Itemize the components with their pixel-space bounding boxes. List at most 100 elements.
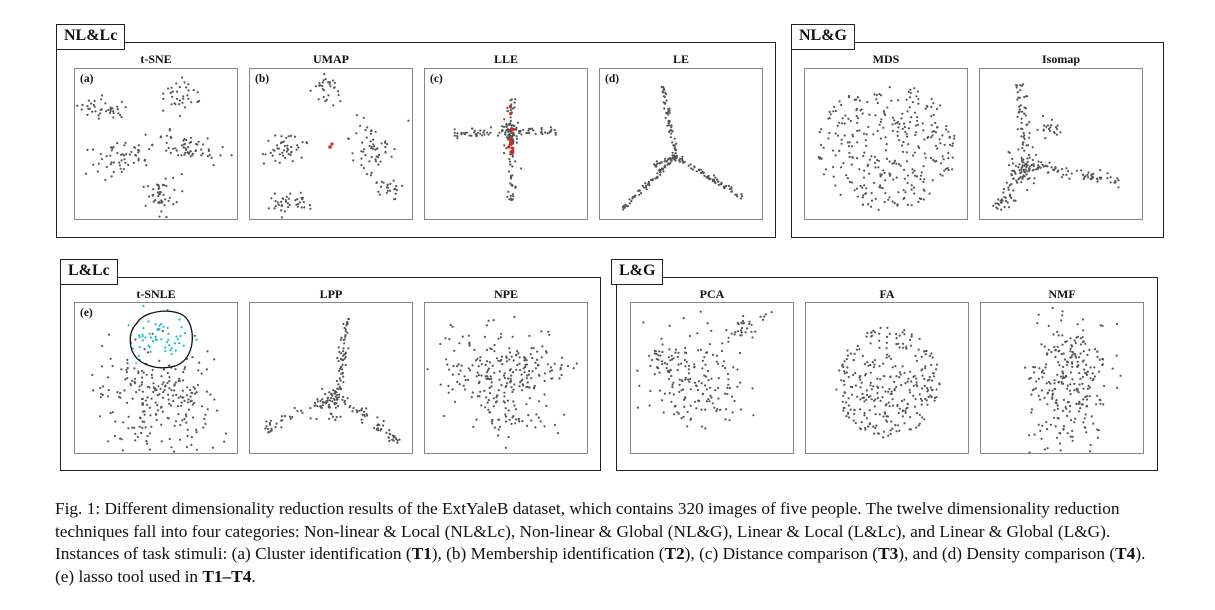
data-point: [332, 79, 335, 82]
data-point: [125, 371, 128, 374]
data-point: [269, 430, 272, 433]
data-point: [670, 132, 673, 135]
data-point: [497, 359, 500, 362]
data-point: [380, 180, 383, 183]
data-point: [448, 368, 451, 371]
data-point: [195, 431, 198, 434]
data-point: [549, 130, 552, 133]
data-point: [497, 337, 500, 340]
data-point: [364, 154, 367, 157]
data-point: [201, 152, 204, 155]
data-point: [901, 112, 904, 115]
data-point: [686, 410, 689, 413]
data-point: [836, 124, 839, 127]
data-point: [1039, 429, 1042, 432]
data-point: [516, 363, 519, 367]
data-point: [202, 426, 205, 429]
data-point: [137, 354, 140, 357]
data-point: [479, 356, 482, 359]
data-point: [505, 382, 509, 385]
data-point: [895, 176, 898, 179]
data-point: [934, 144, 937, 147]
data-point: [1052, 169, 1056, 172]
data-point: [527, 373, 531, 376]
data-point: [918, 422, 921, 425]
data-point: [123, 158, 126, 161]
data-point: [923, 178, 926, 181]
data-point: [935, 107, 939, 110]
data-point: [863, 400, 866, 403]
data-point: [172, 400, 175, 403]
data-point: [468, 134, 471, 137]
data-point: [888, 196, 891, 199]
data-point: [1082, 329, 1085, 332]
data-point: [480, 363, 483, 366]
data-point: [213, 398, 216, 401]
data-point: [1088, 348, 1091, 351]
data-point: [286, 144, 289, 147]
data-point: [1099, 169, 1102, 172]
data-point: [339, 366, 343, 369]
data-point: [1043, 345, 1046, 348]
data-point: [478, 380, 481, 383]
data-point: [143, 159, 146, 162]
data-point: [1095, 177, 1099, 180]
data-point: [717, 377, 720, 380]
data-point: [1062, 428, 1065, 431]
data-point: [493, 426, 496, 429]
data-point: [330, 392, 333, 395]
data-point: [715, 360, 718, 363]
data-point: [512, 359, 515, 362]
data-point: [165, 184, 168, 188]
data-point: [517, 352, 520, 355]
data-point: [547, 330, 550, 333]
data-point: [152, 188, 155, 191]
data-point: [1026, 144, 1030, 147]
data-point: [898, 371, 901, 374]
data-point: [750, 330, 753, 333]
data-point: [141, 339, 144, 342]
data-point: [205, 368, 208, 371]
data-point: [746, 327, 749, 330]
data-point: [659, 171, 662, 174]
data-point: [528, 397, 531, 400]
data-point: [705, 375, 708, 378]
scatter-points: [992, 83, 1120, 211]
data-point: [504, 420, 508, 423]
data-point: [851, 135, 855, 138]
data-point: [126, 366, 129, 370]
data-point: [185, 86, 188, 89]
data-point: [705, 388, 708, 391]
data-point: [930, 97, 933, 101]
data-point: [902, 346, 905, 349]
data-point: [528, 386, 531, 389]
panel-title-tsne: t-SNE: [140, 52, 172, 66]
data-point: [1096, 180, 1099, 183]
data-point: [881, 187, 884, 190]
data-point: [1074, 341, 1077, 345]
data-point: [140, 376, 144, 379]
data-point: [551, 369, 554, 372]
data-point: [910, 188, 913, 191]
data-point: [168, 196, 171, 199]
data-point: [728, 419, 731, 422]
data-point: [182, 370, 185, 374]
data-point: [372, 426, 376, 429]
data-point: [108, 111, 112, 114]
data-point: [503, 144, 506, 147]
data-point: [475, 375, 478, 378]
data-point: [997, 198, 1000, 201]
data-point: [885, 356, 888, 359]
data-point: [391, 438, 394, 441]
data-point: [118, 164, 121, 167]
data-point: [869, 371, 872, 374]
data-point: [840, 122, 844, 125]
data-point: [1046, 392, 1049, 395]
data-point: [889, 375, 892, 379]
data-point: [876, 129, 879, 132]
data-point: [342, 350, 345, 353]
data-point: [289, 153, 292, 157]
data-point: [1069, 404, 1072, 408]
data-point: [116, 105, 119, 108]
data-point: [911, 168, 914, 171]
